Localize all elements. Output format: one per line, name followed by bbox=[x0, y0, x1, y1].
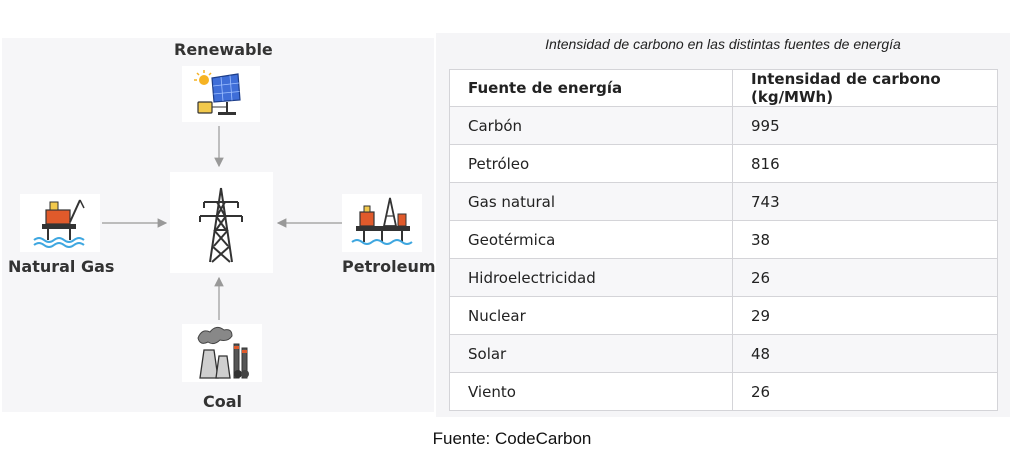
intensity-cell: 26 bbox=[732, 258, 998, 297]
table-row: Geotérmica 38 bbox=[449, 220, 998, 259]
table-row: Solar 48 bbox=[449, 334, 998, 373]
header-source: Fuente de energía bbox=[449, 69, 733, 107]
source-cell: Gas natural bbox=[449, 182, 733, 221]
intensity-cell: 38 bbox=[732, 220, 998, 259]
solar-panel-icon bbox=[194, 70, 241, 115]
table-row: Hidroelectricidad 26 bbox=[449, 258, 998, 297]
table-row: Nuclear 29 bbox=[449, 296, 998, 335]
source-cell: Geotérmica bbox=[449, 220, 733, 259]
table-row: Viento 26 bbox=[449, 372, 998, 411]
energy-sources-diagram: Renewable bbox=[2, 38, 436, 412]
carbon-intensity-table: Fuente de energía Intensidad de carbono … bbox=[449, 69, 998, 411]
source-cell: Solar bbox=[449, 334, 733, 373]
coal-plant-icon bbox=[197, 326, 249, 379]
intensity-cell: 743 bbox=[732, 182, 998, 221]
renewable-label: Renewable bbox=[174, 40, 273, 59]
natural-gas-label: Natural Gas bbox=[8, 257, 115, 276]
table-row: Gas natural 743 bbox=[449, 182, 998, 221]
power-tower-icon bbox=[199, 187, 243, 263]
intensity-cell: 29 bbox=[732, 296, 998, 335]
source-cell: Hidroelectricidad bbox=[449, 258, 733, 297]
intensity-cell: 26 bbox=[732, 372, 998, 411]
renewable-node bbox=[182, 66, 260, 122]
table-header-row: Fuente de energía Intensidad de carbono … bbox=[449, 69, 998, 107]
coal-label: Coal bbox=[203, 392, 243, 411]
carbon-intensity-panel: Intensidad de carbono en las distintas f… bbox=[436, 33, 1010, 417]
source-cell: Carbón bbox=[449, 106, 733, 145]
intensity-cell: 48 bbox=[732, 334, 998, 373]
source-cell: Nuclear bbox=[449, 296, 733, 335]
coal-node bbox=[182, 324, 262, 382]
source-caption: Fuente: CodeCarbon bbox=[432, 429, 592, 448]
petroleum-label: Petroleum bbox=[342, 257, 436, 276]
header-intensity: Intensidad de carbono (kg/MWh) bbox=[732, 69, 998, 107]
table-title: Intensidad de carbono en las distintas f… bbox=[545, 36, 901, 52]
offshore-rig-icon bbox=[33, 199, 85, 248]
natural-gas-node bbox=[20, 194, 100, 252]
diagram-arrows bbox=[102, 126, 344, 320]
intensity-cell: 816 bbox=[732, 144, 998, 183]
source-cell: Petróleo bbox=[449, 144, 733, 183]
power-grid-node bbox=[170, 172, 273, 273]
petroleum-node bbox=[342, 194, 422, 252]
table-row: Carbón 995 bbox=[449, 106, 998, 145]
oil-platform-icon bbox=[351, 197, 413, 245]
source-cell: Viento bbox=[449, 372, 733, 411]
table-row: Petróleo 816 bbox=[449, 144, 998, 183]
intensity-cell: 995 bbox=[732, 106, 998, 145]
